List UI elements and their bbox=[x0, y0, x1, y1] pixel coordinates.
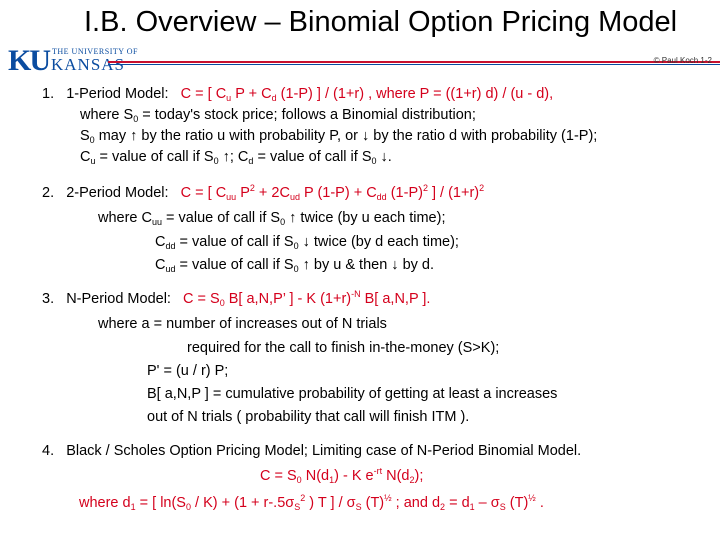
black-scholes-where-line: where d1 = [ ln(S0 / K) + (1 + r-.5σS2 )… bbox=[79, 493, 544, 512]
item-2-formula: C = [ Cuu P2 + 2Cud P (1-P) + Cdd (1-P)2… bbox=[180, 183, 485, 202]
slide-title: I.B. Overview – Binomial Option Pricing … bbox=[84, 6, 678, 38]
item-3-trials-line: out of N trials ( probability that call … bbox=[147, 409, 470, 425]
item-3-formula: C = S0 B[ a,N,P’ ] - K (1+r)-N B[ a,N,P … bbox=[183, 289, 431, 308]
item-3-p-prime-line: P' = (u / r) P; bbox=[147, 363, 229, 379]
item-3-label: N-Period Model: bbox=[66, 291, 171, 307]
item-3-where-line: where a = number of increases out of N t… bbox=[98, 316, 387, 332]
item-4-number: 4. bbox=[42, 443, 55, 459]
item-1-where-line: where S0 = today's stock price; follows … bbox=[80, 107, 476, 124]
item-2-label: 2-Period Model: bbox=[66, 185, 169, 201]
copyright-note: © Paul Koch 1-2 bbox=[653, 56, 712, 65]
item-2-cdd-line: Cdd = value of call if S0 ↓ twice (by d … bbox=[155, 234, 459, 251]
item-1-movement-line: S0 may ↑ by the ratio u with probability… bbox=[80, 128, 598, 145]
item-2-cuu-line: where Cuu = value of call if S0 ↑ twice … bbox=[98, 210, 446, 227]
item-1-heading: 1. 1-Period Model: C = [ Cu P + Cd (1-P)… bbox=[42, 85, 553, 103]
item-2-cud-line: Cud = value of call if S0 ↑ by u & then … bbox=[155, 257, 435, 274]
header-rule-red bbox=[108, 61, 720, 63]
item-1-label: 1-Period Model: bbox=[66, 86, 169, 102]
item-3-heading: 3. N-Period Model: C = S0 B[ a,N,P’ ] - … bbox=[42, 290, 430, 308]
logo-top-text: THE UNIVERSITY OF bbox=[52, 47, 138, 56]
item-3-number: 3. bbox=[42, 291, 55, 307]
item-1-number: 1. bbox=[42, 86, 55, 102]
university-logo: KU THE UNIVERSITY OF KANSAS bbox=[6, 42, 137, 78]
item-1-formula: C = [ Cu P + Cd (1-P) ] / (1+r) , where … bbox=[180, 86, 554, 103]
item-4-label: Black / Scholes Option Pricing Model; Li… bbox=[66, 443, 582, 459]
item-3-cumulative-line: B[ a,N,P ] = cumulative probability of g… bbox=[147, 386, 558, 402]
header-rule-blue bbox=[108, 64, 720, 65]
item-4-heading: 4. Black / Scholes Option Pricing Model;… bbox=[42, 442, 581, 460]
item-2-heading: 2. 2-Period Model: C = [ Cuu P2 + 2Cud P… bbox=[42, 184, 484, 202]
black-scholes-formula: C = S0 N(d1) - K e-rt N(d2); bbox=[260, 466, 424, 485]
logo-name: KANSAS bbox=[51, 55, 126, 74]
logo-mark: KU bbox=[8, 44, 51, 77]
item-2-number: 2. bbox=[42, 185, 55, 201]
item-3-required-line: required for the call to finish in-the-m… bbox=[187, 340, 500, 356]
item-1-call-values-line: Cu = value of call if S0 ↑; Cd = value o… bbox=[80, 149, 392, 166]
